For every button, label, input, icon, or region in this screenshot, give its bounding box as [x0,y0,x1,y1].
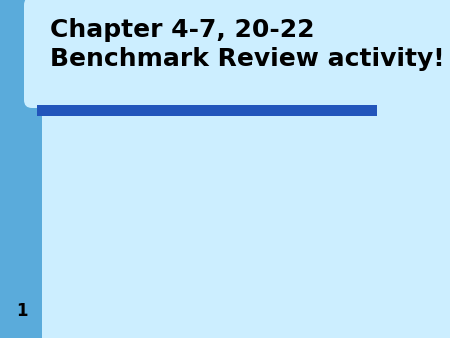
Bar [37,105,377,116]
Text: Chapter 4-7, 20-22
Benchmark Review activity!: Chapter 4-7, 20-22 Benchmark Review acti… [50,18,445,71]
FancyBboxPatch shape [24,0,290,108]
Text: 1: 1 [16,302,28,320]
